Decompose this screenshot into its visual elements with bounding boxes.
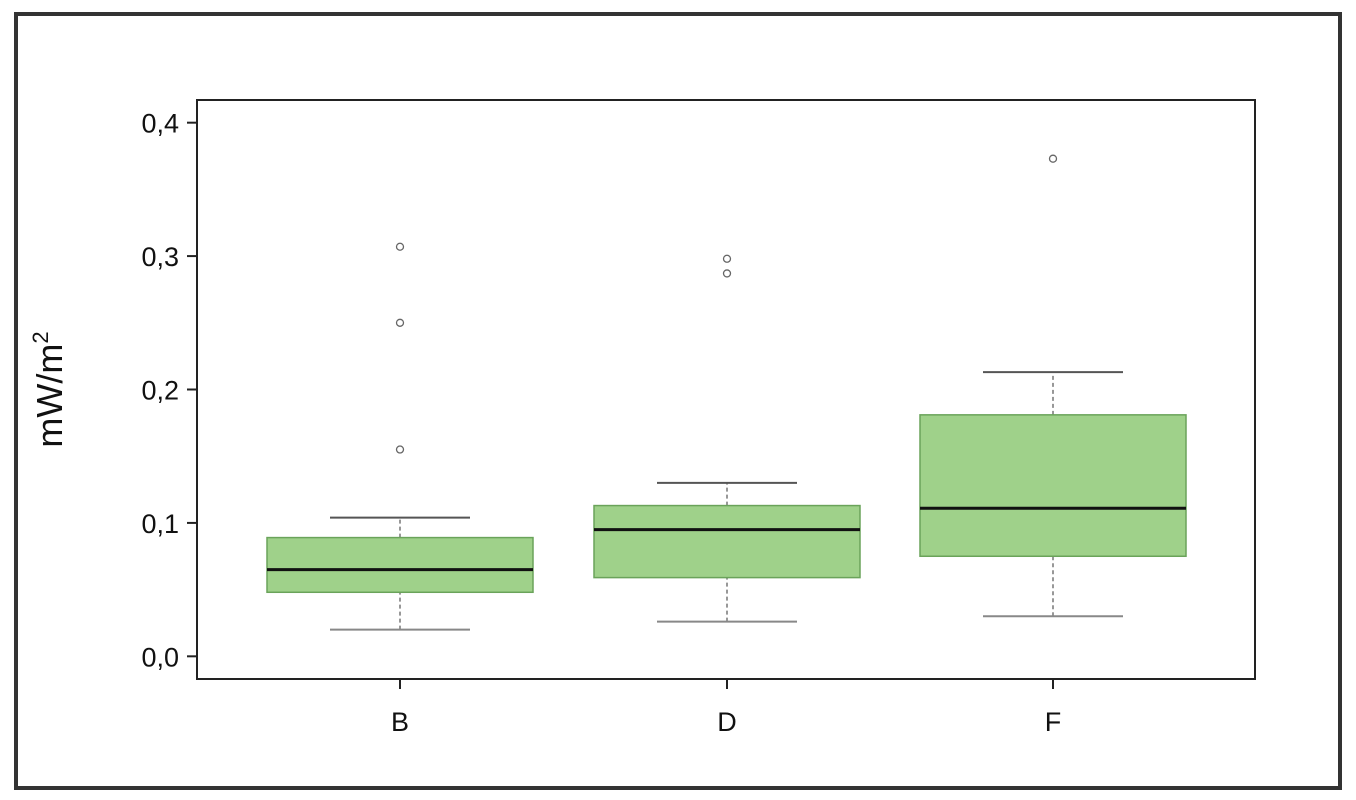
outlier-point	[395, 445, 405, 454]
outlier-point	[395, 242, 405, 251]
x-tick-label: D	[717, 707, 737, 737]
y-axis-title-superscript: 2	[28, 331, 53, 343]
outlier-point	[395, 318, 405, 327]
x-tick-label: F	[1045, 707, 1062, 737]
outlier-point	[1048, 154, 1058, 163]
box-B	[266, 242, 534, 631]
x-tick-label: B	[391, 707, 409, 737]
iqr-box	[919, 414, 1187, 558]
box-F	[919, 154, 1187, 618]
box-D	[593, 254, 861, 623]
y-tick-label: 0,0	[141, 642, 179, 672]
boxes-group	[266, 154, 1187, 631]
figure-frame	[14, 12, 1342, 790]
iqr-box	[266, 536, 534, 594]
y-axis: 0,0 0,1 0,2 0,3 0,4	[141, 109, 197, 672]
outlier-point	[722, 254, 732, 263]
y-tick-label: 0,2	[141, 376, 179, 406]
y-axis-title: mW/m2	[28, 331, 70, 447]
outlier-point	[722, 269, 732, 278]
y-tick-label: 0,3	[141, 242, 179, 272]
y-axis-title-main: mW/m	[29, 344, 70, 448]
y-tick-label: 0,4	[141, 109, 179, 139]
iqr-box	[593, 504, 861, 579]
y-tick-label: 0,1	[141, 509, 179, 539]
